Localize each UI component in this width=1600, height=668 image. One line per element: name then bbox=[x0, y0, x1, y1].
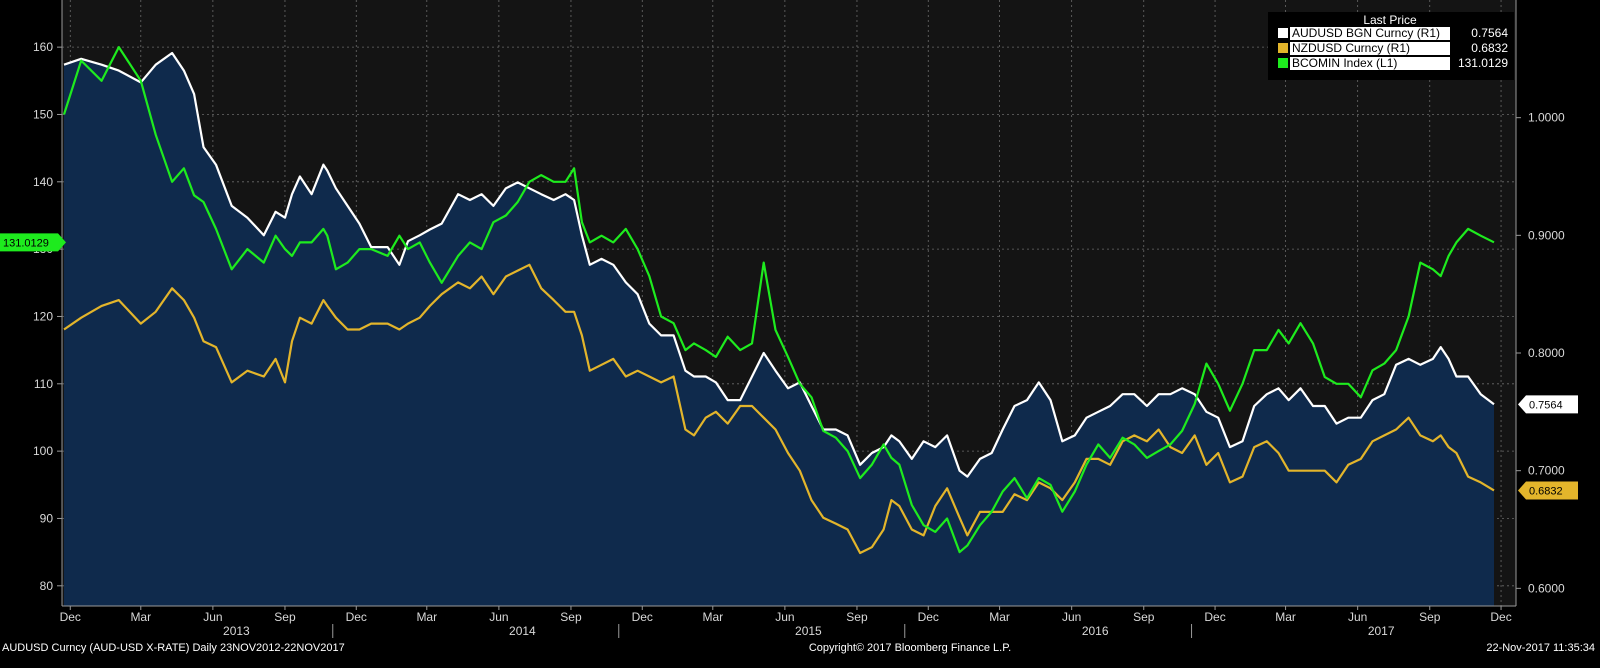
x-month-label: Mar bbox=[416, 610, 437, 624]
x-month-label: Sep bbox=[846, 610, 868, 624]
x-month-label: Dec bbox=[1490, 610, 1511, 624]
x-month-label: Dec bbox=[632, 610, 653, 624]
legend-label-bg bbox=[1290, 27, 1450, 40]
x-axis-ticks: Dec Mar Jun Sep Dec Mar Jun Sep Dec Mar Jun Sep Dec M… bbox=[60, 606, 1512, 638]
x-month-label: Sep bbox=[274, 610, 296, 624]
footer-copyright: Copyright© 2017 Bloomberg Finance L.P. bbox=[809, 642, 1011, 654]
right-tick-label: 1.0000 bbox=[1528, 111, 1565, 125]
tag-shape bbox=[1518, 395, 1578, 414]
left-tick-label: 120 bbox=[33, 309, 53, 323]
axes bbox=[61, 0, 1517, 607]
tag-shape bbox=[1518, 481, 1578, 500]
x-month-label: Jun bbox=[1062, 610, 1081, 624]
left-tick-label: 90 bbox=[40, 511, 54, 525]
series-area-0 bbox=[64, 53, 1494, 606]
area-fill-layer bbox=[64, 53, 1494, 606]
x-year-label: 2016 bbox=[1082, 624, 1109, 638]
x-month-label: Jun bbox=[203, 610, 222, 624]
x-month-label: Mar bbox=[702, 610, 723, 624]
footer-timestamp: 22-Nov-2017 11:35:34 bbox=[1486, 642, 1595, 654]
legend-series-name: BCOMIN Index (L1) bbox=[1292, 56, 1397, 70]
x-month-label: Sep bbox=[1133, 610, 1155, 624]
x-month-label: Sep bbox=[560, 610, 582, 624]
tag-text: 0.7564 bbox=[1529, 399, 1563, 411]
legend-label-bg bbox=[1290, 42, 1450, 55]
left-tick-label: 140 bbox=[33, 175, 53, 189]
x-month-label: Mar bbox=[130, 610, 151, 624]
legend-swatch bbox=[1278, 58, 1288, 68]
x-month-label: Sep bbox=[1419, 610, 1441, 624]
right-tick-label: 0.7000 bbox=[1528, 464, 1565, 478]
x-month-label: Dec bbox=[346, 610, 367, 624]
x-year-label: 2015 bbox=[795, 624, 822, 638]
left-tick-label: 80 bbox=[40, 579, 54, 593]
legend-last-value: 0.7564 bbox=[1471, 26, 1508, 40]
right-tick-label: 0.9000 bbox=[1528, 228, 1565, 242]
legend-swatch bbox=[1278, 28, 1288, 38]
right-last-value-tag-1: 0.6832 bbox=[1518, 481, 1578, 500]
x-month-label: Jun bbox=[489, 610, 508, 624]
series-line-2 bbox=[62, 46, 1495, 554]
tag-text: 131.0129 bbox=[3, 237, 49, 249]
tag-shape bbox=[0, 233, 66, 252]
left-tick-label: 110 bbox=[34, 377, 53, 391]
legend-swatch bbox=[1278, 43, 1288, 53]
last-value-tags: 0.7564 0.6832 131.0129 bbox=[0, 233, 1578, 500]
footer: AUDUSD Curncy (AUD-USD X-RATE) Daily 23N… bbox=[2, 642, 1595, 654]
left-tick-label: 160 bbox=[33, 40, 53, 54]
right-tick-label: 0.8000 bbox=[1528, 346, 1565, 360]
x-month-label: Jun bbox=[1348, 610, 1367, 624]
x-month-label: Dec bbox=[1204, 610, 1225, 624]
x-year-label: 2014 bbox=[509, 624, 536, 638]
series-line-1 bbox=[63, 263, 1495, 555]
tag-text: 0.6832 bbox=[1529, 485, 1563, 497]
left-tick-label: 150 bbox=[33, 107, 53, 121]
right-last-value-tag-0: 0.7564 bbox=[1518, 395, 1578, 414]
right-axis-ticks: 0.6000 0.7000 0.8000 0.9000 1.0000 bbox=[1516, 111, 1565, 595]
x-month-label: Mar bbox=[1275, 610, 1296, 624]
right-tick-label: 0.6000 bbox=[1528, 581, 1565, 595]
x-month-label: Dec bbox=[60, 610, 81, 624]
x-month-label: Mar bbox=[989, 610, 1010, 624]
legend-series-name: AUDUSD BGN Curncy (R1) bbox=[1292, 26, 1440, 40]
left-last-value-tag: 131.0129 bbox=[0, 233, 66, 252]
legend-last-value: 131.0129 bbox=[1458, 56, 1508, 70]
x-year-label: 2013 bbox=[223, 624, 250, 638]
legend-header: Last Price bbox=[1363, 13, 1417, 27]
legend-last-value: 0.6832 bbox=[1471, 41, 1508, 55]
legend-series-name: NZDUSD Curncy (R1) bbox=[1292, 41, 1410, 55]
series-line-0 bbox=[63, 51, 1495, 478]
left-tick-label: 100 bbox=[33, 444, 53, 458]
x-year-label: 2017 bbox=[1368, 624, 1395, 638]
footer-left-text: AUDUSD Curncy (AUD-USD X-RATE) Daily 23N… bbox=[2, 642, 345, 654]
legend-label-bg bbox=[1290, 57, 1450, 70]
x-month-label: Jun bbox=[775, 610, 794, 624]
legend: Last Price AUDUSD BGN Curncy (R1) 0.7564 N… bbox=[1268, 12, 1514, 80]
x-month-label: Dec bbox=[918, 610, 939, 624]
series-lines bbox=[62, 46, 1495, 555]
